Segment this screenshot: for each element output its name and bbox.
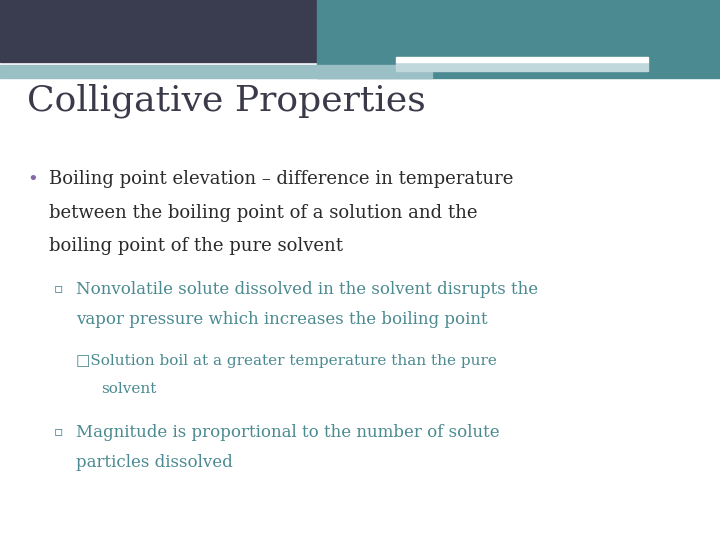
Text: ▫: ▫ [54, 281, 63, 295]
Text: vapor pressure which increases the boiling point: vapor pressure which increases the boili… [76, 310, 487, 327]
Text: ▫: ▫ [54, 424, 63, 438]
Bar [0, 0, 720, 62]
Text: Colligative Properties: Colligative Properties [27, 84, 426, 118]
Text: particles dissolved: particles dissolved [76, 454, 233, 470]
Text: Magnitude is proportional to the number of solute: Magnitude is proportional to the number … [76, 424, 499, 441]
Text: between the boiling point of a solution and the: between the boiling point of a solution … [49, 204, 477, 221]
Text: □Solution boil at a greater temperature than the pure: □Solution boil at a greater temperature … [76, 354, 497, 368]
Bar [0, 65, 432, 78]
Text: •: • [27, 170, 38, 188]
Text: boiling point of the pure solvent: boiling point of the pure solvent [49, 237, 343, 255]
Bar [396, 62, 648, 71]
Bar [317, 0, 720, 78]
Text: solvent: solvent [101, 382, 156, 396]
Text: Nonvolatile solute dissolved in the solvent disrupts the: Nonvolatile solute dissolved in the solv… [76, 281, 538, 298]
Text: Boiling point elevation – difference in temperature: Boiling point elevation – difference in … [49, 170, 513, 188]
Bar [396, 57, 648, 62]
